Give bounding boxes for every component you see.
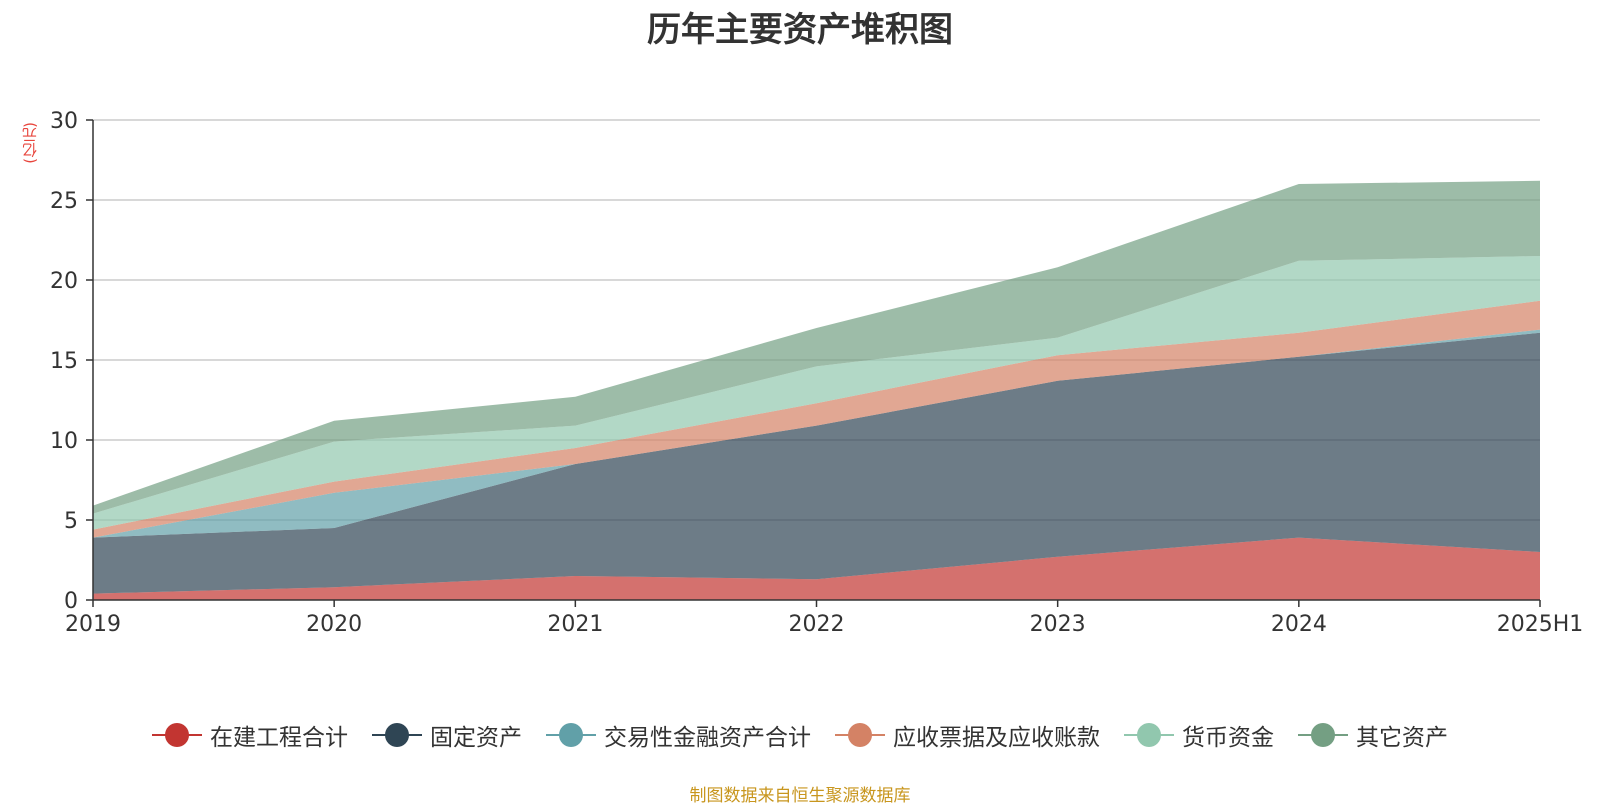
x-tick-label: 2023	[1030, 612, 1086, 637]
legend-dot	[165, 723, 189, 747]
y-tick-label: 20	[50, 269, 78, 294]
legend-marker-icon	[372, 723, 422, 747]
legend-item[interactable]: 固定资产	[372, 718, 522, 752]
y-tick-label: 5	[64, 509, 78, 534]
x-tick-label: 2024	[1271, 612, 1327, 637]
x-tick-label: 2025H1	[1497, 612, 1584, 637]
area-在建工程合计	[93, 537, 1540, 600]
area-固定资产	[93, 332, 1540, 594]
y-tick-label: 30	[50, 109, 78, 134]
legend-item[interactable]: 在建工程合计	[152, 718, 348, 752]
legend-item[interactable]: 货币资金	[1124, 718, 1274, 752]
area-layer	[93, 180, 1540, 600]
stacked-area-chart: 0 5 10 15 20 25 30 2019 2020 2021 2022 2023 2024 2025…	[50, 109, 1583, 637]
legend-label: 其它资产	[1356, 725, 1448, 751]
legend-item[interactable]: 应收票据及应收账款	[835, 718, 1100, 752]
chart-title: 历年主要资产堆积图	[647, 10, 953, 50]
y-tick-label: 25	[50, 189, 78, 214]
legend-dot	[1311, 723, 1335, 747]
y-tick-label: 15	[50, 349, 78, 374]
data-source-note: 制图数据来自恒生聚源数据库	[689, 786, 911, 806]
x-tick-label: 2020	[306, 612, 362, 637]
legend-dot	[559, 723, 583, 747]
legend-dot	[385, 723, 409, 747]
y-tick-label: 10	[50, 429, 78, 454]
axes: 0 5 10 15 20 25 30 2019 2020 2021 2022 2023 2024 2025…	[50, 109, 1583, 637]
legend-item[interactable]: 其它资产	[1298, 718, 1448, 752]
legend-marker-icon	[1298, 723, 1348, 747]
legend-label: 固定资产	[430, 725, 522, 751]
legend-label: 交易性金融资产合计	[604, 725, 811, 751]
legend-marker-icon	[1124, 723, 1174, 747]
legend-marker-icon	[546, 723, 596, 747]
area-交易性金融资产合计	[93, 329, 1540, 538]
area-货币资金	[93, 256, 1540, 530]
x-tick-label: 2019	[65, 612, 121, 637]
x-tick-label: 2022	[789, 612, 845, 637]
area-其它资产	[93, 180, 1540, 514]
x-tick-label: 2021	[547, 612, 603, 637]
legend-label: 在建工程合计	[210, 725, 348, 751]
legend-dot	[1137, 723, 1161, 747]
legend-marker-icon	[835, 723, 885, 747]
legend-marker-icon	[152, 723, 202, 747]
legend-dot	[848, 723, 872, 747]
legend: 在建工程合计 固定资产 交易性金融资产合计 应收票据及应收账款 货币资金 其它资产	[0, 718, 1600, 752]
legend-label: 货币资金	[1182, 725, 1274, 751]
y-tick-label: 0	[64, 589, 78, 614]
area-应收票据及应收账款	[93, 300, 1540, 538]
legend-item[interactable]: 交易性金融资产合计	[546, 718, 811, 752]
legend-label: 应收票据及应收账款	[893, 725, 1100, 751]
